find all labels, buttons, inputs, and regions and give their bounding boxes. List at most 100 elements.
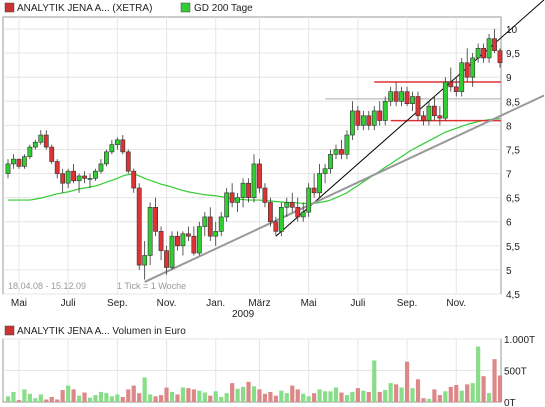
candle-body (158, 231, 164, 251)
candle-body (366, 115, 372, 126)
volume-bar (426, 398, 432, 402)
volume-bar (492, 359, 497, 402)
tick-info-label: 1 Tick = 1 Woche (117, 281, 186, 291)
legend-volume: ANALYTIK JENA A... Volumen in Euro (4, 325, 186, 337)
volume-bar (421, 398, 426, 402)
candle-body (49, 146, 55, 162)
candle-body (306, 187, 312, 213)
volume-bar (148, 394, 153, 402)
volume-bar (388, 383, 393, 402)
candle-body (76, 175, 82, 182)
volume-bar (224, 393, 229, 402)
volume-bar (377, 391, 382, 402)
candle-body (410, 96, 415, 105)
y-tick-label: 5,5 (506, 242, 520, 253)
candle-body (71, 170, 76, 182)
legend-swatch-price (4, 2, 15, 13)
x-tick-label: Mai (301, 298, 317, 309)
candle-body (311, 187, 317, 194)
volume-bar (465, 384, 470, 402)
candle-body (317, 173, 322, 194)
candles-layer (5, 29, 503, 280)
candle-body (300, 211, 306, 218)
legend-swatch-volume (4, 325, 15, 336)
volume-bar (82, 392, 87, 402)
volume-bar (93, 395, 98, 402)
candle-body (98, 163, 104, 172)
candle-body (16, 158, 22, 167)
legend-label-volume: ANALYTIK JENA A... Volumen in Euro (17, 326, 186, 337)
candle-body (87, 178, 93, 180)
candle-body (43, 134, 49, 148)
year-label: 2009 (232, 309, 255, 320)
volume-bar (49, 396, 54, 402)
x-tick-label: Sep. (107, 298, 128, 309)
x-axis-labels: Mai Juli Sep. Nov. Jan. März Mai Juli Sep. Nov. (11, 298, 466, 309)
volume-bar (219, 396, 224, 402)
legend-swatch-ma (180, 2, 191, 13)
volume-bar (66, 385, 71, 402)
volume-bar (27, 393, 32, 402)
candle-body (218, 216, 224, 232)
candle-body (93, 170, 98, 179)
volume-bar (87, 397, 93, 402)
volume-bar (317, 389, 322, 402)
candle-body (169, 235, 175, 268)
candle-body (328, 153, 333, 170)
candle-body (470, 57, 476, 78)
candle-body (104, 151, 109, 165)
candle-body (27, 146, 33, 158)
candle-body (267, 202, 273, 223)
candle-body (65, 170, 71, 184)
candle-body (60, 173, 66, 184)
candle-body (475, 48, 481, 59)
candle-body (240, 182, 246, 198)
volume-bar (284, 393, 289, 402)
candle-body (464, 62, 470, 78)
x-tick-label: Juli (61, 298, 76, 309)
volume-bar (126, 389, 131, 402)
main-plot-frame (2, 16, 502, 295)
volume-bar (333, 387, 339, 402)
candle-body (164, 250, 169, 268)
x-tick-label: Nov. (446, 298, 466, 309)
volume-bar (350, 391, 355, 402)
y-axis-labels: 10 9,5 9 8,5 8 7,5 7 6,5 6 5,5 5 4,5 (506, 25, 520, 301)
volume-bars (5, 346, 503, 402)
volume-bar (306, 396, 311, 402)
y-tick-label: 10 (506, 25, 518, 36)
candle-body (262, 187, 268, 203)
candle-body (322, 168, 328, 174)
y-tick-label: 4,5 (506, 290, 520, 301)
volume-bar (137, 393, 142, 402)
volume-bar (5, 396, 11, 402)
volume-bar (180, 387, 186, 402)
x-tick-label: Juli (350, 298, 365, 309)
volume-bar (268, 391, 273, 402)
candle-body (349, 110, 355, 136)
candle-body (153, 206, 158, 232)
volume-bar (328, 391, 333, 402)
volume-bar (301, 393, 306, 402)
candle-body (371, 110, 377, 126)
volume-bar (109, 396, 114, 402)
volume-bar (246, 381, 251, 402)
volume-bar (153, 396, 158, 402)
candle-body (459, 62, 465, 92)
candle-body (136, 187, 142, 266)
volume-bar (459, 390, 464, 402)
legend-main: ANALYTIK JENA A... (XETRA) GD 200 Tage (4, 2, 253, 14)
candle-body (421, 115, 426, 121)
candle-body (114, 139, 120, 145)
candle-body (131, 170, 137, 189)
candle-body (54, 161, 60, 174)
volume-bar (142, 377, 147, 402)
candle-body (393, 91, 399, 102)
candle-body (142, 255, 148, 266)
volume-bar (486, 393, 492, 402)
candle-body (191, 235, 197, 254)
candle-body (82, 175, 87, 179)
volume-bar (383, 390, 388, 402)
volume-bar (437, 395, 442, 402)
